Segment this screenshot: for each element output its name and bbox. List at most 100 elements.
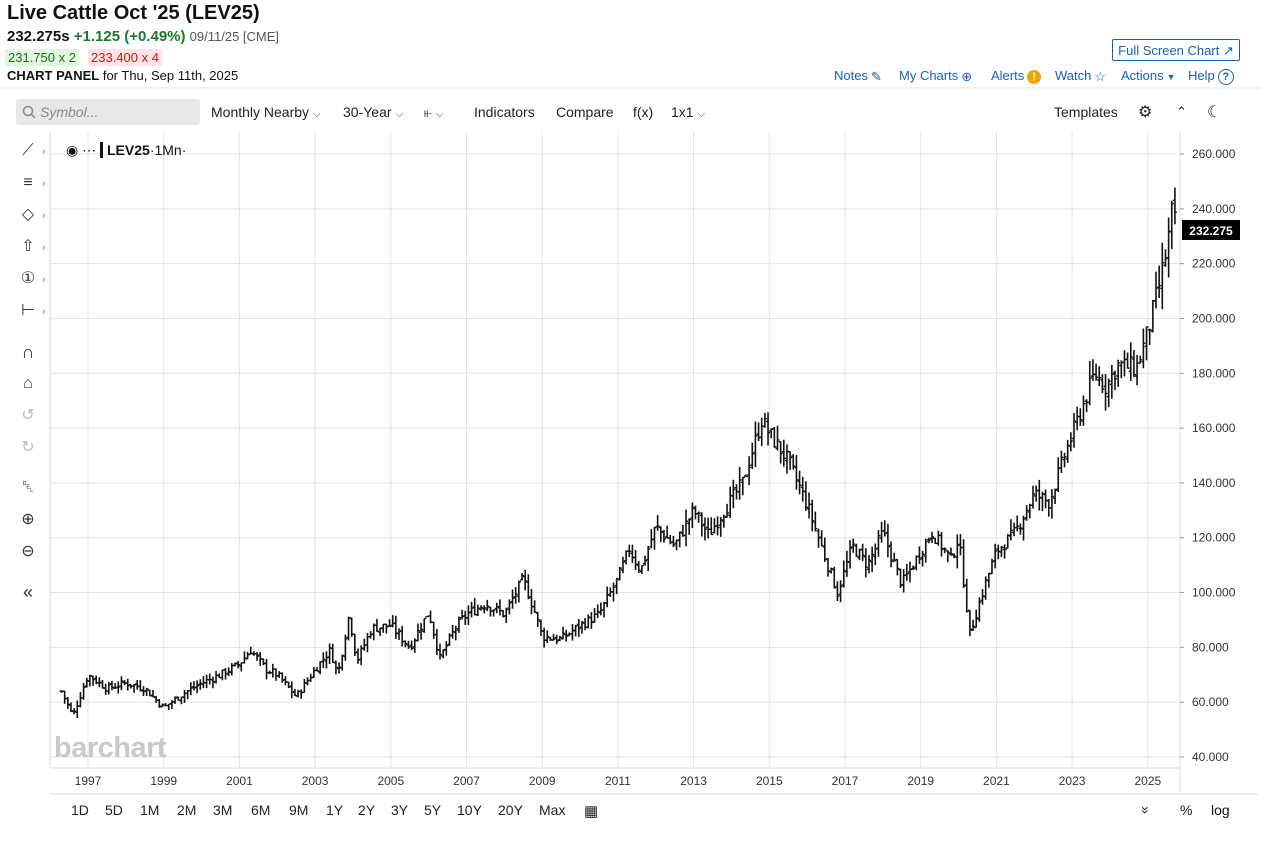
- ohlc-bar: [1065, 439, 1070, 463]
- full-screen-chart-button[interactable]: Full Screen Chart ↗: [1112, 39, 1240, 61]
- ohlc-bar: [387, 619, 392, 628]
- range-5y[interactable]: 5Y: [424, 802, 442, 818]
- alerts-link[interactable]: Alerts!: [991, 68, 1042, 84]
- ohlc-bar: [72, 708, 77, 715]
- ohlc-bar: [759, 417, 764, 446]
- eye-icon[interactable]: ◉: [66, 142, 79, 158]
- fibonacci-tool-icon[interactable]: ≡: [23, 174, 33, 191]
- settings-gear-icon[interactable]: ⚙: [1138, 104, 1153, 121]
- y-tick-label: 220.000: [1192, 257, 1236, 271]
- caret-down-icon: ▼: [1166, 71, 1176, 82]
- ohlc-bar: [191, 681, 196, 691]
- x-tick-label: 2023: [1059, 774, 1086, 788]
- double-chevron-down-icon[interactable]: »: [1137, 806, 1154, 814]
- ohlc-bar: [188, 682, 193, 696]
- chevron-right-icon[interactable]: ›: [42, 210, 46, 221]
- range-3y[interactable]: 3Y: [391, 802, 409, 818]
- range-6m[interactable]: 6M: [251, 802, 271, 818]
- layout-dropdown[interactable]: 1x1 ⌵: [671, 104, 705, 120]
- help-link[interactable]: Help?: [1188, 68, 1234, 85]
- ohlc-bar: [1087, 360, 1092, 406]
- aggregation-dropdown[interactable]: Monthly Nearby ⌵: [211, 104, 321, 120]
- range-9m[interactable]: 9M: [289, 802, 309, 818]
- indicators-button[interactable]: Indicators: [474, 104, 535, 120]
- ohlc-bar: [431, 621, 436, 639]
- chevron-right-icon[interactable]: ›: [42, 178, 46, 189]
- ohlc-bar: [602, 601, 607, 618]
- bar-type-dropdown[interactable]: ⫦ ⌵: [424, 104, 444, 121]
- ohlc-bar: [709, 517, 714, 536]
- range-2m[interactable]: 2M: [177, 802, 197, 818]
- x-tick-label: 2005: [377, 774, 404, 788]
- ohlc-bar: [756, 422, 761, 442]
- range-max[interactable]: Max: [539, 802, 566, 818]
- shape-tool-icon[interactable]: ◇: [21, 206, 35, 223]
- ohlc-bar: [125, 678, 130, 691]
- redo-icon[interactable]: ↻: [21, 439, 35, 456]
- range-20y[interactable]: 20Y: [498, 802, 523, 818]
- trash-icon[interactable]: ␡: [21, 479, 35, 496]
- x-tick-label: 2001: [226, 774, 253, 788]
- ohlc-bar: [977, 597, 982, 622]
- ohlc-bar: [627, 544, 632, 557]
- ohlc-bar: [986, 572, 991, 588]
- ohlc-bar: [892, 552, 897, 563]
- chevron-right-icon[interactable]: ›: [42, 242, 46, 253]
- ohlc-bar: [643, 555, 648, 566]
- zoom-in-icon[interactable]: ⊕: [21, 511, 35, 528]
- fx-button[interactable]: f(x): [633, 104, 654, 120]
- dark-mode-icon[interactable]: ☾: [1207, 104, 1222, 121]
- y-tick-label: 80.000: [1192, 640, 1229, 654]
- magnet-icon[interactable]: ∩: [21, 342, 35, 362]
- undo-icon[interactable]: ↺: [21, 407, 35, 424]
- templates-button[interactable]: Templates: [1054, 104, 1118, 120]
- range-2y[interactable]: 2Y: [358, 802, 376, 818]
- number-marker-icon[interactable]: ①: [20, 270, 36, 287]
- x-tick-label: 2009: [529, 774, 556, 788]
- zoom-out-icon[interactable]: ⊖: [21, 543, 35, 560]
- chevron-right-icon[interactable]: ›: [42, 146, 46, 157]
- ohlc-bar: [327, 643, 332, 665]
- ohlc-bar: [911, 565, 916, 571]
- ohlc-bar: [210, 676, 215, 689]
- calendar-icon[interactable]: ▦: [584, 803, 599, 820]
- ohlc-bar: [100, 679, 105, 689]
- collapse-sidebar-icon[interactable]: «: [22, 582, 33, 602]
- chevron-right-icon[interactable]: ›: [42, 306, 46, 317]
- ohlc-bar: [825, 557, 830, 577]
- range-1m[interactable]: 1M: [140, 802, 160, 818]
- range-5d[interactable]: 5D: [105, 802, 123, 818]
- log-toggle[interactable]: log: [1211, 802, 1230, 818]
- more-options-icon[interactable]: ⋯: [82, 142, 97, 158]
- my-charts-link[interactable]: My Charts ⊕: [899, 68, 972, 85]
- actions-menu[interactable]: Actions ▼: [1121, 68, 1176, 83]
- notes-link[interactable]: Notes ✎: [834, 68, 882, 85]
- watch-link[interactable]: Watch ☆: [1055, 68, 1106, 85]
- ohlc-bar: [974, 609, 979, 629]
- unlock-icon[interactable]: ⌂: [23, 375, 33, 392]
- symbol-search-input[interactable]: Symbol...: [16, 99, 200, 125]
- ohlc-bar: [611, 582, 616, 602]
- compare-button[interactable]: Compare: [556, 104, 614, 120]
- x-tick-label: 2013: [680, 774, 707, 788]
- collapse-up-icon[interactable]: ⌃︎: [1176, 104, 1187, 119]
- ohlc-bar: [1008, 519, 1013, 541]
- trendline-tool-icon[interactable]: ⟋: [22, 142, 34, 159]
- ohlc-bar: [794, 455, 799, 490]
- ohlc-bar: [444, 641, 449, 656]
- range-10y[interactable]: 10Y: [457, 802, 482, 818]
- ohlc-bar: [1097, 366, 1102, 386]
- ohlc-bar: [961, 539, 966, 588]
- arrow-tool-icon[interactable]: ⇧: [21, 238, 35, 255]
- range-1y[interactable]: 1Y: [326, 802, 344, 818]
- range-3m[interactable]: 3M: [213, 802, 233, 818]
- y-axis-ticks: 260.000 240.000 220.000 200.000 180.000 160.0…: [1180, 147, 1236, 764]
- range-1d[interactable]: 1D: [71, 802, 89, 818]
- chevron-right-icon[interactable]: ›: [42, 274, 46, 285]
- period-dropdown[interactable]: 30-Year ⌵: [343, 104, 403, 120]
- percent-toggle[interactable]: %: [1180, 802, 1193, 818]
- ohlc-bar: [844, 550, 849, 577]
- measure-tool-icon[interactable]: ⊢: [21, 302, 35, 319]
- ohlc-bar: [895, 558, 900, 576]
